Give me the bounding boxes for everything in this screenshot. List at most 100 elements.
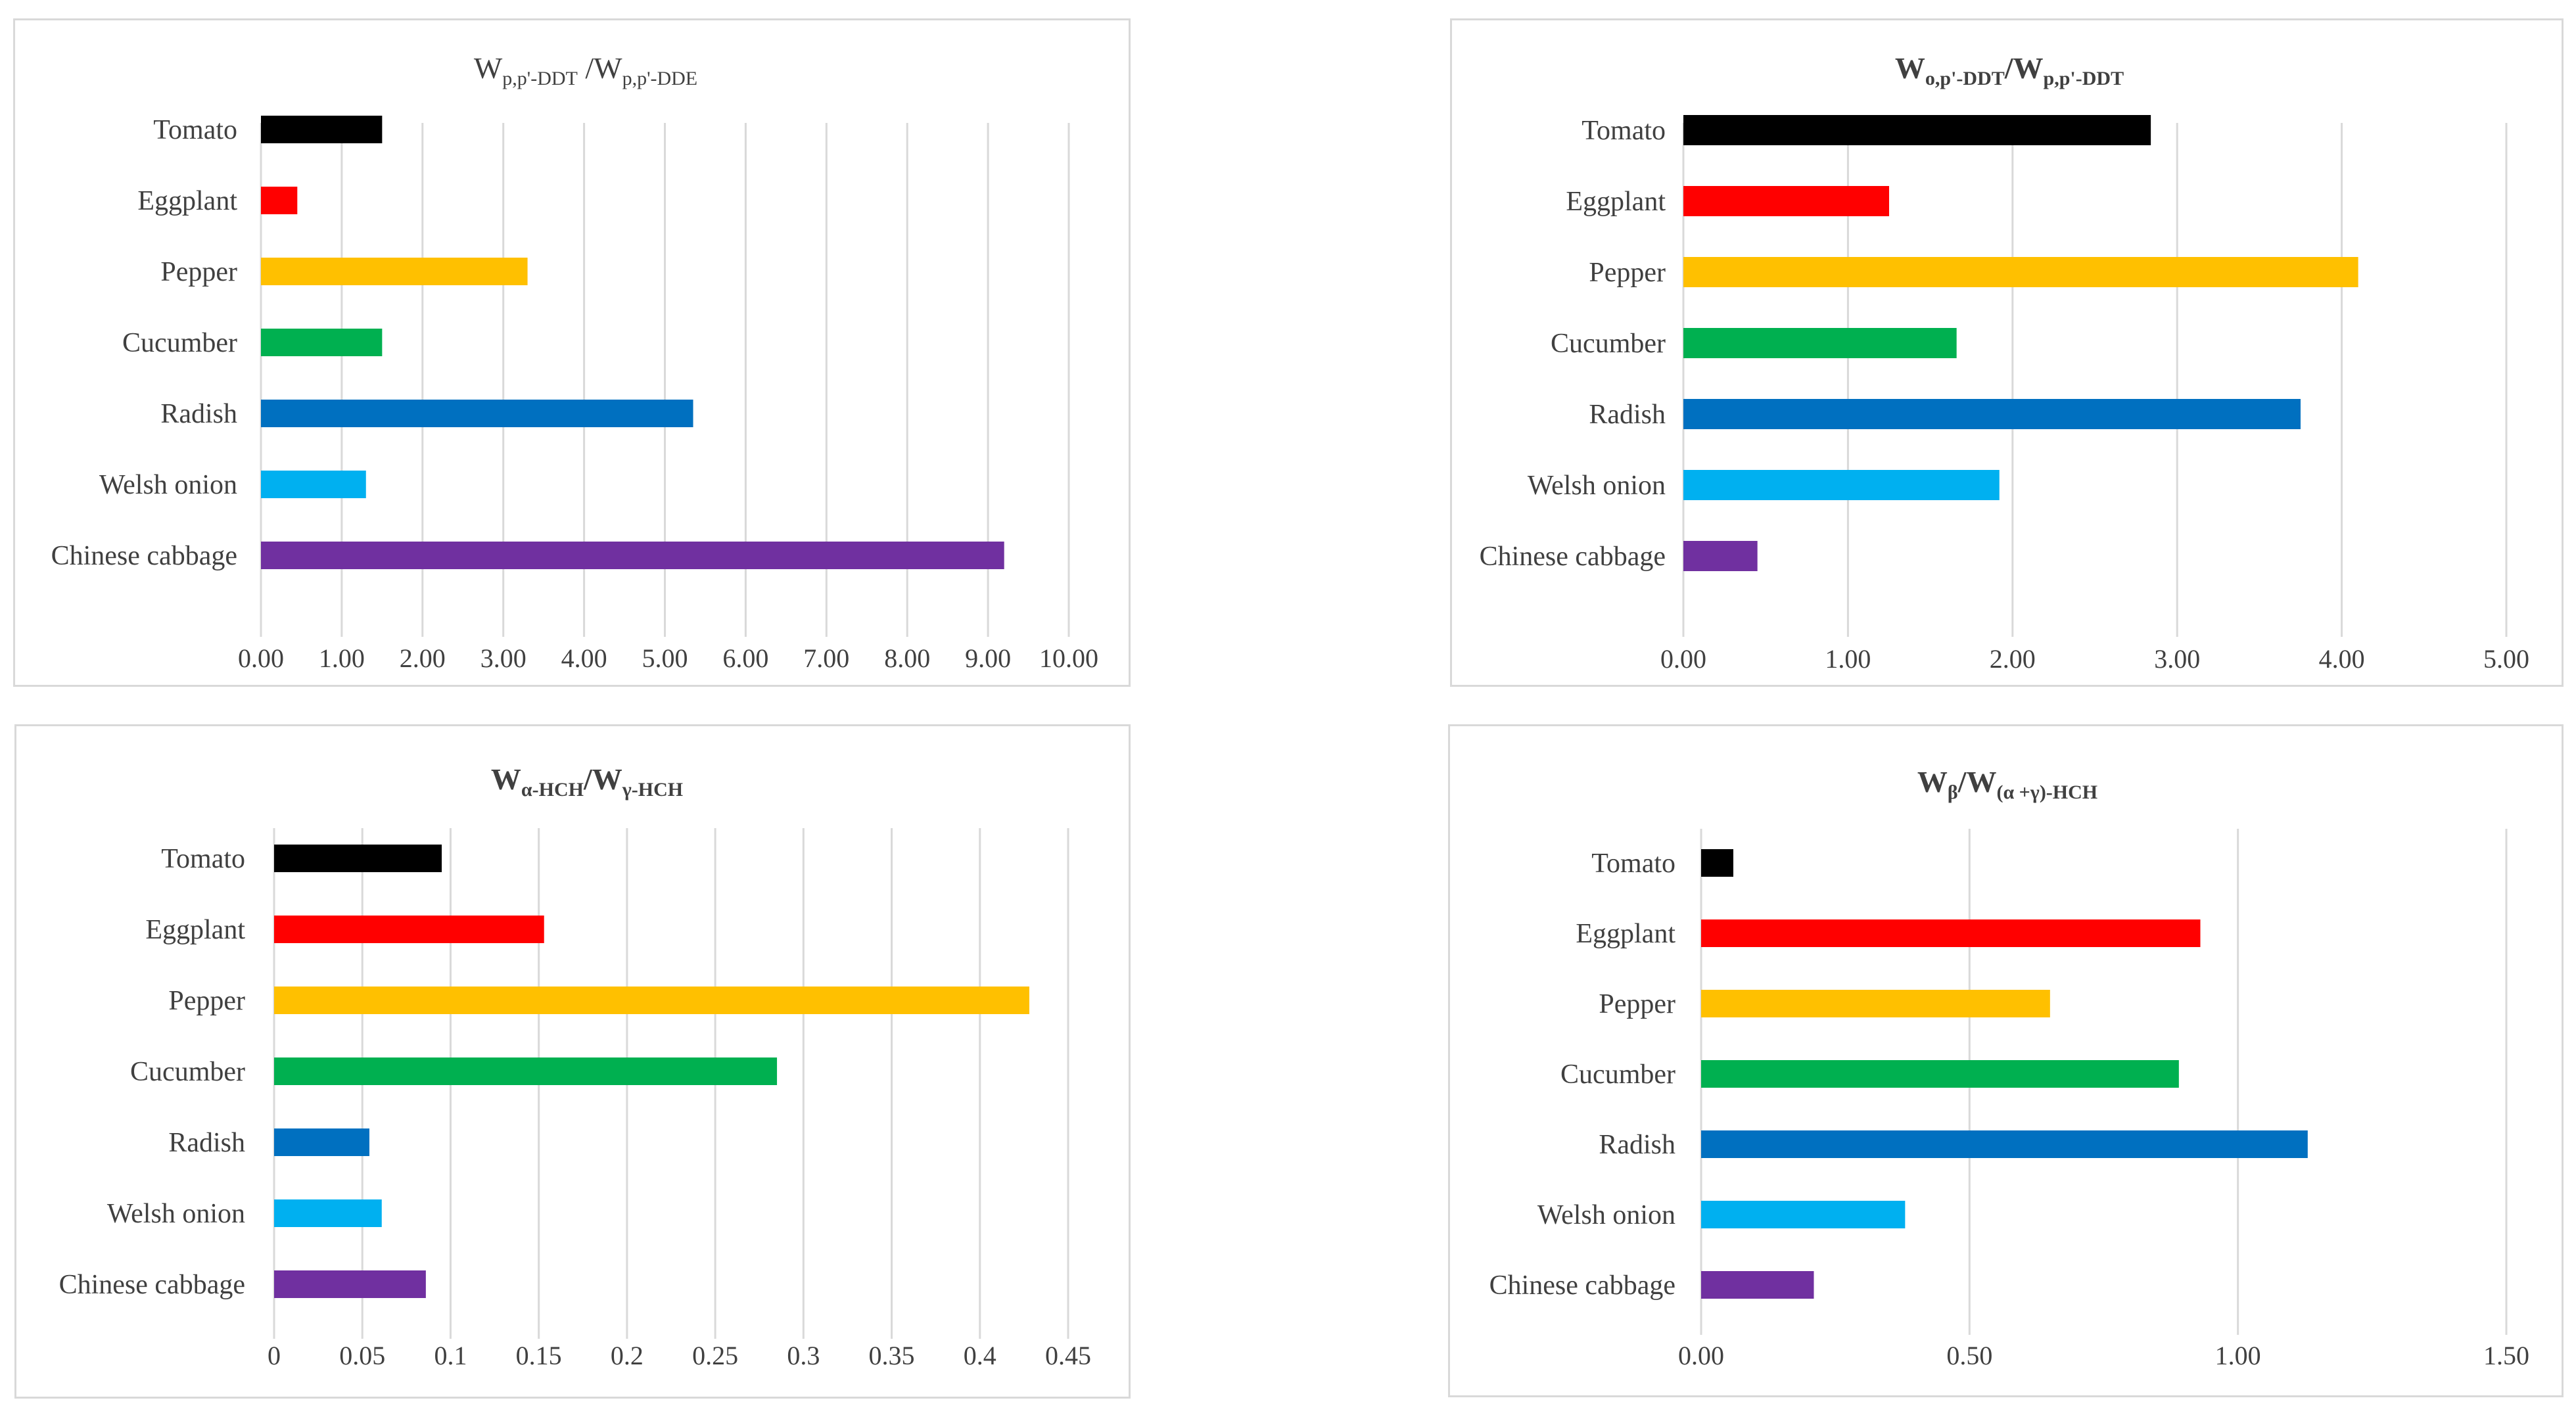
title-text: /W	[2004, 51, 2044, 85]
x-tick-label: 7.00	[803, 643, 849, 673]
chart-alpha-gamma-hch: 0 0.05 0.1 0.15 0.2 0.25 0.3 0.35 0.4 0.45 Tomato E…	[59, 762, 1091, 1370]
category-label-eggplant: Eggplant	[145, 915, 245, 945]
title-subscript: p,p'-DDE	[622, 68, 698, 89]
bar-chinese-cabbage	[261, 542, 1004, 569]
x-tick-label: 0.50	[1946, 1341, 1992, 1370]
bar-welsh-onion	[261, 471, 366, 498]
title-subscript: p,p'-DDT	[2044, 68, 2124, 89]
title-subscript: γ-HCH	[622, 779, 683, 801]
x-tick-label: 1.00	[1825, 644, 1871, 674]
bar-tomato	[261, 116, 383, 143]
x-tick-label: 6.00	[722, 643, 768, 673]
x-tick-label: 4.00	[561, 643, 607, 673]
chart-ddt-dde: 0.00 1.00 2.00 3.00 4.00 5.00 6.00 7.00 8.00 9.00…	[51, 51, 1098, 673]
chart-panel-ddt-dde: 0.00 1.00 2.00 3.00 4.00 5.00 6.00 7.00 8.00 9.00…	[13, 18, 1131, 687]
x-tick-label: 1.00	[319, 643, 365, 673]
bar-radish	[1701, 1130, 2308, 1158]
x-tick-label: 0	[268, 1341, 281, 1370]
category-label-pepper: Pepper	[1589, 258, 1666, 288]
x-tick-label: 0.35	[869, 1341, 915, 1370]
category-label-chinese-cabbage: Chinese cabbage	[1480, 542, 1666, 572]
x-tick-label: 2.00	[400, 643, 446, 673]
bar-radish	[261, 400, 693, 427]
bar-tomato	[1683, 115, 2151, 145]
chart-title: Wo,p'-DDT/Wp,p'-DDT	[1895, 51, 2124, 89]
bar-tomato	[1701, 849, 1733, 877]
x-tick-label: 0.1	[434, 1341, 467, 1370]
title-text: /W	[583, 762, 622, 796]
category-label-chinese-cabbage: Chinese cabbage	[59, 1270, 245, 1300]
category-label-radish: Radish	[1589, 400, 1666, 430]
x-tick-label: 0.05	[339, 1341, 385, 1370]
x-tick-label: 2.00	[1990, 644, 2036, 674]
title-subscript: o,p'-DDT	[1925, 68, 2005, 89]
x-tick-label: 10.00	[1039, 643, 1098, 673]
x-tick-label: 0.45	[1045, 1341, 1091, 1370]
bar-welsh-onion	[1683, 470, 2000, 500]
category-label-welsh-onion: Welsh onion	[107, 1199, 245, 1229]
bar-radish	[1683, 399, 2301, 429]
bar-cucumber	[261, 329, 383, 356]
chart-title: Wα-HCH/Wγ-HCH	[491, 762, 683, 801]
bar-eggplant	[274, 916, 544, 943]
title-subscript: α-HCH	[521, 779, 584, 801]
chart-panel-beta-hch: 0.00 0.50 1.00 1.50 Tomato Eggplant Pepper Cucu…	[1448, 724, 2564, 1397]
bar-chinese-cabbage	[1683, 541, 1758, 571]
chart-title: Wp,p'-DDT /Wp,p'-DDE	[474, 51, 697, 89]
x-tick-label: 5.00	[642, 643, 688, 673]
chart-title: Wβ/W(α +γ)-HCH	[1917, 765, 2097, 803]
title-subscript: p,p'-DDT	[502, 68, 578, 89]
x-tick-label: 4.00	[2319, 644, 2365, 674]
bar-eggplant	[1683, 186, 1889, 216]
category-label-cucumber: Cucumber	[130, 1057, 245, 1087]
title-text: /W	[1957, 765, 1997, 799]
x-tick-label: 0.00	[1660, 644, 1706, 674]
category-label-welsh-onion: Welsh onion	[1537, 1200, 1675, 1230]
bar-pepper	[1683, 257, 2358, 287]
title-subscript: β	[1948, 781, 1958, 803]
x-tick-label: 3.00	[2154, 644, 2200, 674]
category-label-tomato: Tomato	[1591, 848, 1675, 879]
category-label-pepper: Pepper	[160, 257, 237, 287]
x-tick-label: 0.00	[1678, 1341, 1724, 1370]
category-label-eggplant: Eggplant	[137, 186, 237, 216]
category-label-radish: Radish	[168, 1128, 245, 1158]
x-tick-label: 9.00	[965, 643, 1011, 673]
bar-radish	[274, 1128, 369, 1156]
category-label-cucumber: Cucumber	[1551, 329, 1666, 359]
bar-pepper	[261, 258, 528, 285]
x-tick-label: 5.00	[2483, 644, 2529, 674]
category-label-tomato: Tomato	[161, 844, 245, 874]
title-text: W	[474, 51, 503, 85]
bar-cucumber	[274, 1057, 778, 1085]
x-tick-label: 1.00	[2215, 1341, 2261, 1370]
bar-pepper	[1701, 990, 2050, 1017]
bar-cucumber	[1701, 1060, 2179, 1088]
title-text: W	[1895, 51, 1925, 85]
x-tick-label: 1.50	[2483, 1341, 2529, 1370]
category-label-pepper: Pepper	[168, 986, 245, 1016]
category-label-radish: Radish	[1599, 1130, 1675, 1160]
category-label-chinese-cabbage: Chinese cabbage	[51, 541, 237, 571]
category-label-tomato: Tomato	[153, 115, 237, 145]
category-label-chinese-cabbage: Chinese cabbage	[1489, 1270, 1675, 1301]
x-tick-label: 0.25	[692, 1341, 738, 1370]
x-tick-label: 0.4	[964, 1341, 996, 1370]
bar-chinese-cabbage	[1701, 1271, 1814, 1299]
bar-chinese-cabbage	[274, 1270, 426, 1298]
bar-eggplant	[1701, 919, 2201, 947]
category-label-welsh-onion: Welsh onion	[99, 470, 237, 500]
chart-opddt-ppddt: 0.00 1.00 2.00 3.00 4.00 5.00 Tomato Eggplant Pe…	[1480, 51, 2529, 674]
title-text: W	[1917, 765, 1948, 799]
x-tick-label: 0.2	[611, 1341, 644, 1370]
bar-pepper	[274, 987, 1029, 1014]
category-label-welsh-onion: Welsh onion	[1528, 471, 1666, 501]
title-subscript: (α +γ)-HCH	[1996, 781, 2097, 803]
x-tick-label: 3.00	[480, 643, 527, 673]
chart-panel-alpha-gamma-hch: 0 0.05 0.1 0.15 0.2 0.25 0.3 0.35 0.4 0.45 Tomato E…	[14, 724, 1131, 1399]
x-tick-label: 0.15	[516, 1341, 562, 1370]
bar-welsh-onion	[274, 1199, 382, 1227]
x-tick-label: 0.00	[238, 643, 284, 673]
chart-panel-opddt-ppddt: 0.00 1.00 2.00 3.00 4.00 5.00 Tomato Eggplant Pe…	[1450, 18, 2564, 687]
bar-eggplant	[261, 187, 298, 214]
